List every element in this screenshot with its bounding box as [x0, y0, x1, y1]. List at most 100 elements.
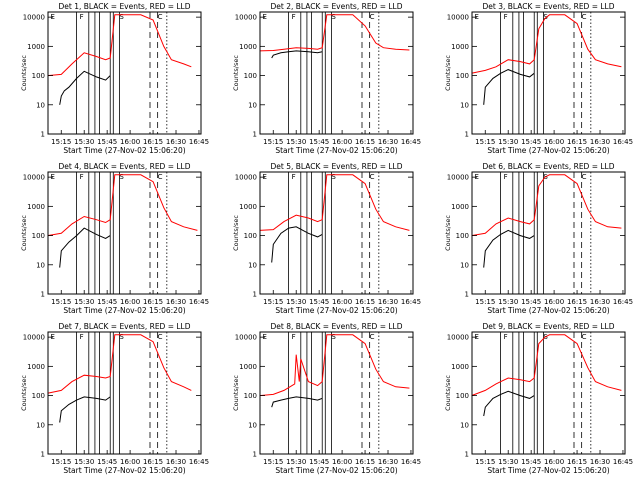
y-tick-label: 10	[460, 421, 469, 429]
x-tick-label: 16:15	[143, 458, 163, 466]
x-tick-label: 15:30	[498, 458, 518, 466]
x-tick-label: 15:15	[263, 298, 283, 306]
plot-frame	[259, 331, 414, 455]
y-tick-label: 1000	[451, 203, 469, 211]
x-axis-label: Start Time (27-Nov-02 15:06:20)	[63, 466, 185, 475]
x-tick-label: 15:30	[74, 138, 94, 146]
x-tick-label: 16:30	[590, 458, 610, 466]
lld-series-line	[471, 14, 622, 74]
y-tick-label: 100	[32, 232, 45, 240]
events-series-line	[271, 50, 323, 59]
marker-label: F	[80, 333, 84, 341]
y-tick-label: 10000	[447, 334, 469, 342]
marker-label: S	[543, 13, 548, 21]
y-axis-label: Counts/sec	[444, 215, 452, 251]
y-tick-label: 10000	[447, 14, 469, 22]
y-tick-label: 1	[41, 131, 45, 139]
plot-frame	[471, 171, 626, 295]
y-tick-label: 10	[248, 421, 257, 429]
x-tick-label: 15:15	[263, 138, 283, 146]
x-tick-label: 15:15	[475, 458, 495, 466]
x-axis-label: Start Time (27-Nov-02 15:06:20)	[63, 146, 185, 155]
panel-title: Det 3, BLACK = Events, RED = LLD	[482, 2, 614, 11]
panel-title: Det 7, BLACK = Events, RED = LLD	[58, 322, 190, 331]
x-tick-label: 16:00	[332, 138, 352, 146]
y-tick-label: 1000	[239, 43, 257, 51]
y-tick-label: 100	[32, 72, 45, 80]
y-tick-label: 1	[253, 291, 257, 299]
events-series-line	[483, 69, 535, 105]
marker-label: C	[370, 333, 375, 341]
y-tick-label: 1000	[27, 203, 45, 211]
y-tick-label: 1000	[451, 43, 469, 51]
plot-frame	[47, 11, 202, 135]
marker-label: C	[370, 13, 375, 21]
events-series-line	[59, 396, 111, 423]
x-tick-label: 15:45	[309, 298, 329, 306]
x-tick-label: 16:30	[166, 298, 186, 306]
x-tick-label: 15:30	[498, 138, 518, 146]
x-tick-label: 15:15	[51, 458, 71, 466]
panel-title: Det 9, BLACK = Events, RED = LLD	[482, 322, 614, 331]
y-tick-label: 1000	[239, 363, 257, 371]
x-tick-label: 16:45	[613, 458, 633, 466]
marker-label: C	[370, 173, 375, 181]
y-axis-label: Counts/sec	[20, 55, 28, 91]
x-tick-label: 16:15	[355, 298, 375, 306]
y-tick-label: 100	[244, 72, 257, 80]
marker-label: S	[119, 13, 124, 21]
x-tick-label: 16:00	[332, 298, 352, 306]
panel-title: Det 2, BLACK = Events, RED = LLD	[270, 2, 402, 11]
y-tick-label: 10	[36, 421, 45, 429]
x-tick-label: 15:15	[51, 138, 71, 146]
x-tick-label: 15:30	[286, 458, 306, 466]
y-tick-label: 10	[36, 101, 45, 109]
x-tick-label: 16:15	[143, 298, 163, 306]
x-tick-label: 15:45	[97, 298, 117, 306]
marker-label: C	[158, 173, 163, 181]
x-tick-label: 16:45	[401, 458, 421, 466]
x-tick-label: 15:45	[521, 298, 541, 306]
y-tick-label: 100	[244, 392, 257, 400]
y-tick-label: 10000	[23, 334, 45, 342]
x-tick-label: 15:45	[521, 138, 541, 146]
x-tick-label: 16:30	[166, 138, 186, 146]
y-axis-label: Counts/sec	[232, 375, 240, 411]
x-tick-label: 16:45	[613, 298, 633, 306]
plot-frame	[259, 171, 414, 295]
marker-label: F	[504, 173, 508, 181]
marker-label: S	[119, 173, 124, 181]
x-tick-label: 16:15	[355, 458, 375, 466]
y-tick-label: 10000	[235, 14, 257, 22]
y-tick-label: 1000	[27, 363, 45, 371]
y-axis-label: Counts/sec	[444, 55, 452, 91]
marker-label: F	[80, 173, 84, 181]
x-tick-label: 16:15	[567, 138, 587, 146]
plot-frame	[47, 171, 202, 295]
events-series-line	[483, 390, 535, 417]
x-tick-label: 15:45	[97, 458, 117, 466]
x-tick-label: 16:00	[544, 138, 564, 146]
marker-label: F	[292, 173, 296, 181]
y-tick-label: 1	[41, 451, 45, 459]
marker-label: F	[80, 13, 84, 21]
lld-series-line	[47, 334, 192, 394]
y-tick-label: 1000	[239, 203, 257, 211]
events-series-line	[483, 229, 535, 268]
y-tick-label: 1000	[27, 43, 45, 51]
y-tick-label: 100	[456, 72, 469, 80]
marker-label: C	[582, 13, 587, 21]
panel-title: Det 1, BLACK = Events, RED = LLD	[58, 2, 190, 11]
events-series-line	[59, 70, 111, 105]
x-tick-label: 16:15	[567, 458, 587, 466]
marker-label: C	[582, 173, 587, 181]
lld-series-line	[259, 334, 410, 397]
events-series-line	[59, 227, 111, 268]
